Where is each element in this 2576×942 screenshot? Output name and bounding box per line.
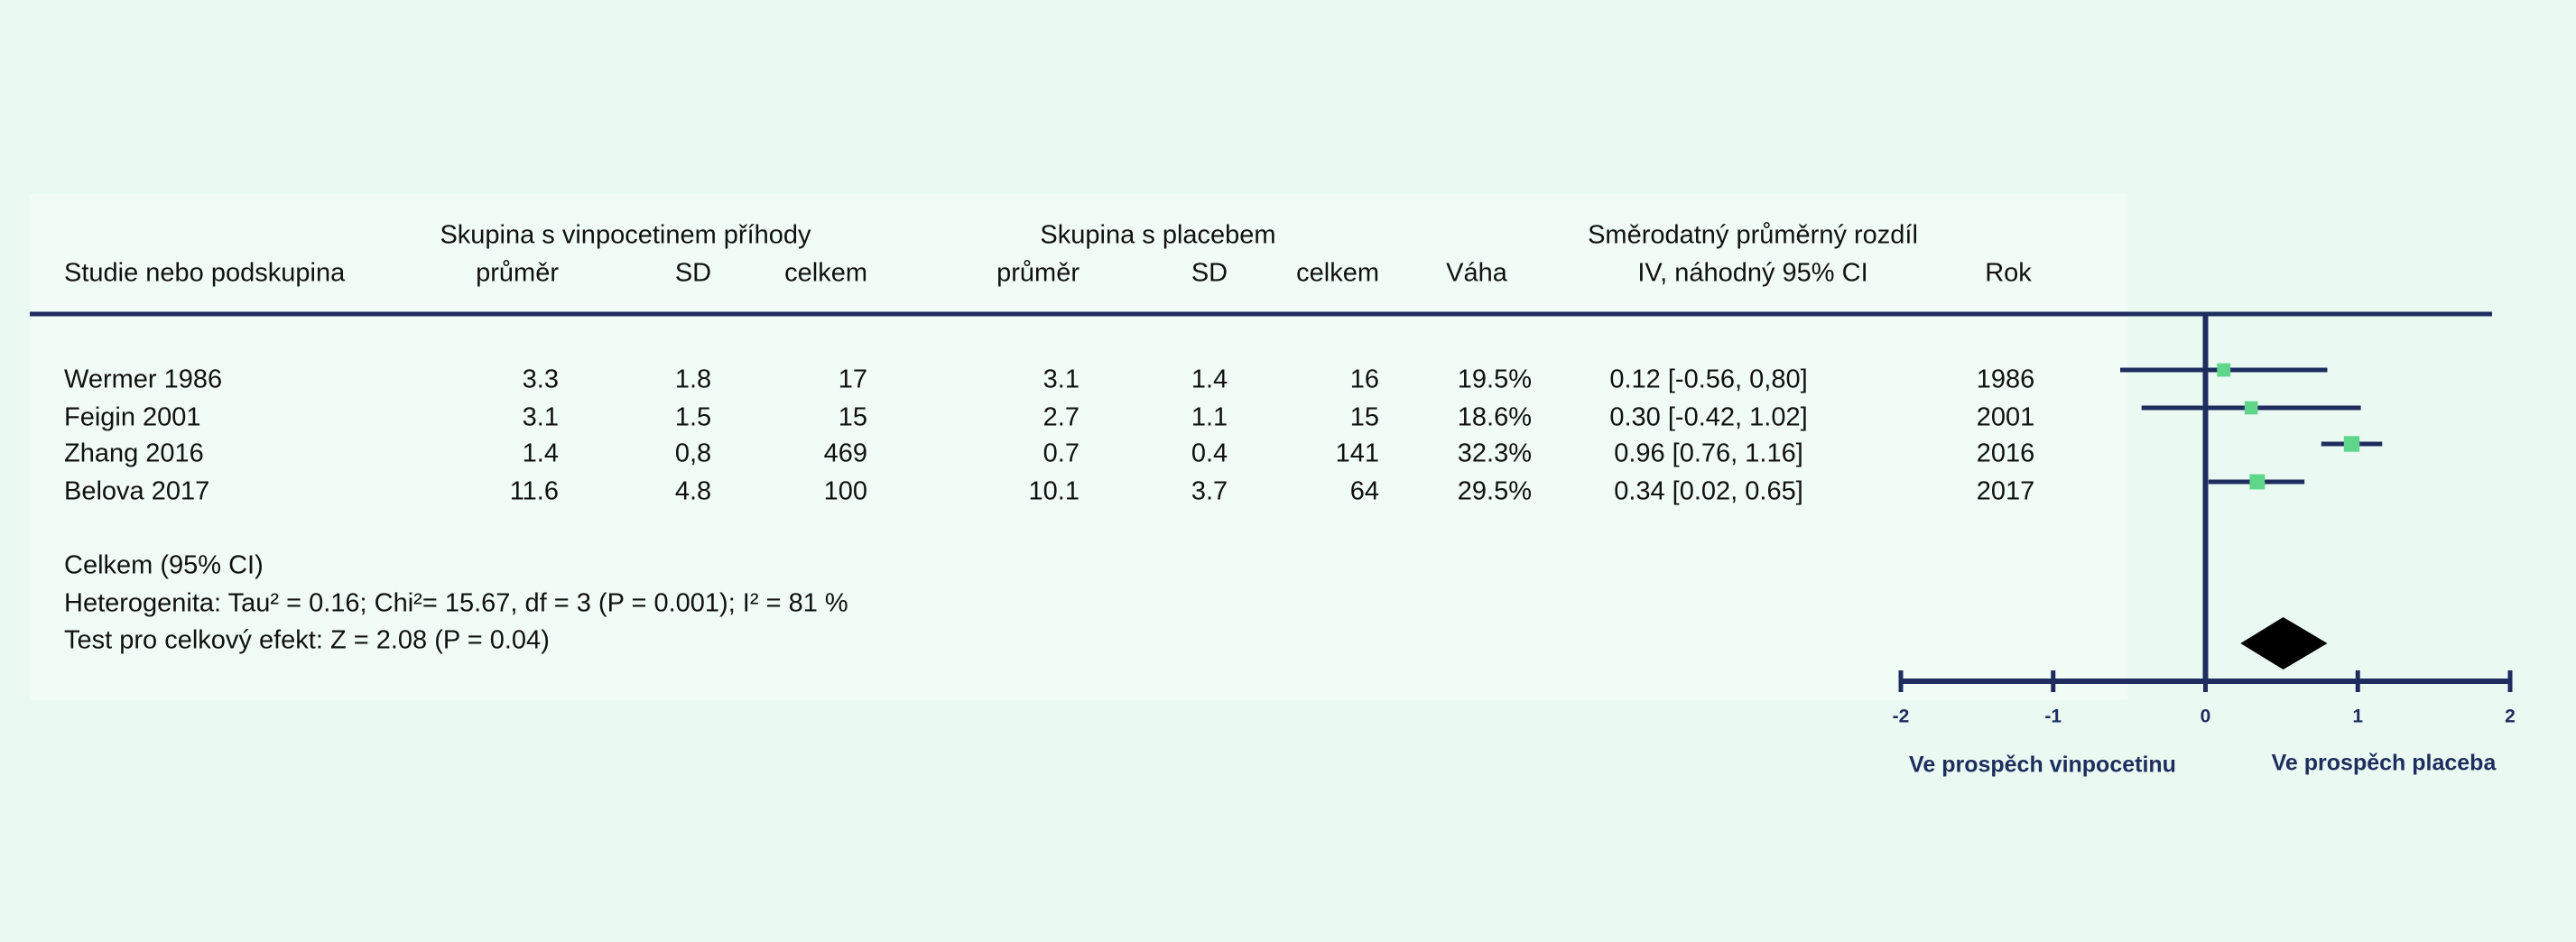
column-header: celkem	[1296, 259, 1379, 288]
totals-label: Celkem (95% CI)	[64, 551, 264, 580]
table-cell: 1.4	[523, 439, 559, 468]
table-cell: 10.1	[1029, 477, 1080, 506]
table-cell: 15	[1350, 403, 1379, 432]
table-cell: 17	[839, 365, 867, 394]
point-estimate	[2343, 436, 2360, 452]
table-cell: 0.30 [-0.42, 1.02]	[1609, 403, 1807, 432]
table-cell: 1986	[1977, 365, 2035, 394]
point-estimate	[2244, 401, 2258, 415]
column-header: Studie nebo podskupina	[64, 259, 346, 288]
column-header: SD	[1191, 259, 1228, 288]
table-cell: 18.6%	[1458, 403, 1532, 432]
column-header: průměr	[996, 259, 1080, 288]
group-header: Směrodatný průměrný rozdíl	[1588, 221, 1918, 250]
table-cell: 11.6	[510, 477, 559, 506]
x-tick-label: 1	[2352, 706, 2363, 727]
favours-right: Ve prospěch placeba	[2272, 751, 2497, 776]
table-cell: Zhang 2016	[64, 439, 204, 468]
column-header: Rok	[1985, 259, 2032, 288]
heterogeneity: Heterogenita: Tau² = 0.16; Chi²= 15.67, …	[64, 589, 848, 618]
table-cell: 19.5%	[1458, 365, 1532, 394]
point-estimate	[2249, 474, 2266, 490]
table-cell: 100	[824, 477, 867, 506]
table-cell: 3.1	[1043, 365, 1080, 394]
table-cell: 64	[1350, 477, 1379, 506]
table-cell: 4.8	[675, 477, 711, 506]
table-cell: 0,8	[675, 439, 711, 468]
table-cell: 1.1	[1191, 403, 1228, 432]
table-panel	[30, 194, 2127, 699]
table-cell: 2001	[1977, 403, 2035, 432]
table-cell: 1.4	[1191, 365, 1228, 394]
table-cell: 2017	[1977, 477, 2035, 506]
x-tick-label: -2	[1893, 706, 1910, 727]
column-header: průměr	[476, 259, 559, 288]
table-cell: 3.3	[523, 365, 559, 394]
table-cell: 141	[1336, 439, 1379, 468]
x-tick-label: -1	[2044, 706, 2062, 727]
table-cell: 0.7	[1043, 439, 1080, 468]
table-cell: 2016	[1977, 439, 2035, 468]
table-cell: 0.4	[1191, 439, 1228, 468]
table-cell: Wermer 1986	[64, 365, 222, 394]
table-cell: 15	[839, 403, 867, 432]
group-header: Skupina s placebem	[1040, 221, 1275, 250]
x-tick-label: 2	[2505, 706, 2516, 727]
table-cell: 1.5	[675, 403, 711, 432]
table-cell: 3.1	[523, 403, 559, 432]
table-cell: 32.3%	[1458, 439, 1532, 468]
table-cell: 0.12 [-0.56, 0,80]	[1609, 365, 1807, 394]
table-cell: 16	[1350, 365, 1379, 394]
column-header: celkem	[784, 259, 867, 288]
overall-diamond	[2240, 617, 2328, 670]
table-cell: 29.5%	[1458, 477, 1532, 506]
table-cell: Belova 2017	[64, 477, 209, 506]
table-cell: 0.96 [0.76, 1.16]	[1614, 439, 1803, 468]
favours-left: Ve prospěch vinpocetinu	[1909, 753, 2176, 778]
column-header: Váha	[1446, 259, 1508, 288]
table-cell: 0.34 [0.02, 0.65]	[1614, 477, 1803, 506]
table-cell: Feigin 2001	[64, 403, 201, 432]
table-cell: 3.7	[1191, 477, 1228, 506]
group-header: Skupina s vinpocetinem příhody	[440, 221, 811, 250]
table-cell: 2.7	[1043, 403, 1080, 432]
overall-test: Test pro celkový efekt: Z = 2.08 (P = 0.…	[64, 626, 550, 655]
table-cell: 1.8	[675, 365, 711, 394]
x-tick-label: 0	[2201, 706, 2211, 727]
point-estimate	[2217, 363, 2231, 377]
column-header: SD	[675, 259, 711, 288]
column-header: IV, náhodný 95% CI	[1637, 259, 1867, 288]
table-cell: 469	[824, 439, 867, 468]
